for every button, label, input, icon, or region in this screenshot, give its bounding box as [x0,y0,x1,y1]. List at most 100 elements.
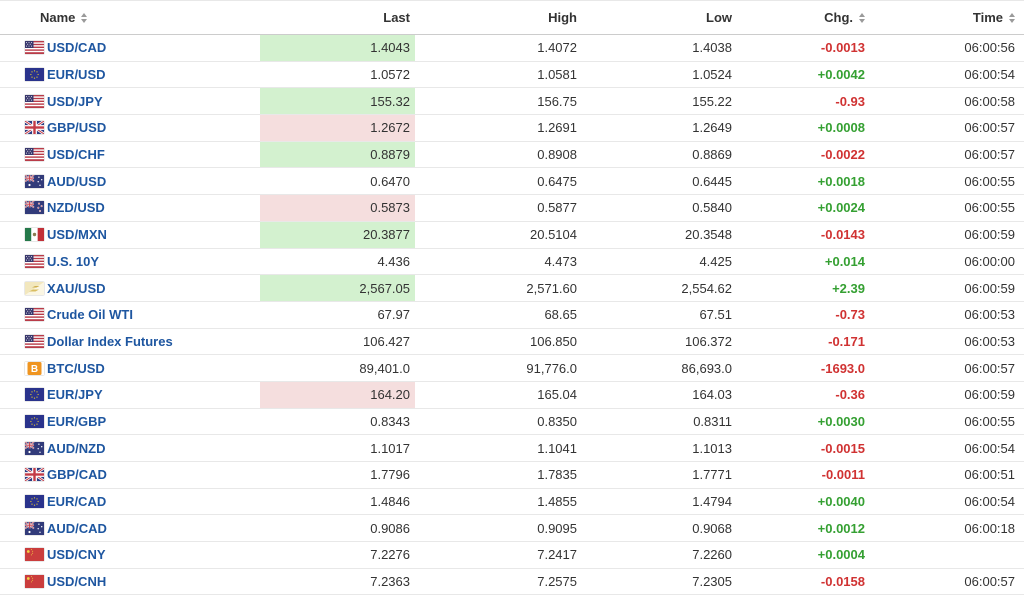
instrument-link[interactable]: EUR/JPY [47,387,103,403]
column-header-chg[interactable]: Chg. [740,1,873,34]
low-cell: 7.2305 [585,569,740,595]
high-cell: 0.6475 [415,168,585,194]
instrument-link[interactable]: USD/JPY [47,93,103,109]
column-label-last: Last [383,10,410,25]
high-value: 1.7835 [537,467,577,483]
table-row: USD/CNH 7.2363 7.2575 7.2305 -0.0158 06:00:57 [0,568,1024,595]
instrument-link[interactable]: U.S. 10Y [47,253,100,269]
time-value: 06:00:18 [964,520,1015,536]
low-value: 86,693.0 [681,360,732,376]
instrument-link[interactable]: GBP/CAD [47,467,107,483]
last-cell: 1.7796 [260,462,415,488]
high-cell: 7.2575 [415,569,585,595]
instrument-link[interactable]: BTC/USD [47,360,105,376]
china-flag [25,548,44,562]
change-value: +0.0018 [817,173,865,189]
instrument-link[interactable]: Crude Oil WTI [47,307,133,323]
instrument-link[interactable]: AUD/CAD [47,520,107,536]
last-value: 4.436 [377,253,410,269]
table-row: AUD/NZD 1.1017 1.1041 1.1013 -0.0015 06:00:54 [0,435,1024,462]
gold-icon [25,281,44,295]
change-value: -0.0143 [820,227,865,243]
change-value: +0.0030 [817,413,865,429]
change-cell: -0.171 [740,329,873,355]
high-value: 165.04 [537,387,577,403]
australia-flag [25,521,44,535]
last-cell: 7.2276 [260,542,415,568]
instrument-link[interactable]: USD/CNY [47,547,106,563]
high-value: 0.6475 [537,173,577,189]
name-cell: USD/JPY [0,88,260,114]
time-value: 06:00:54 [964,494,1015,510]
high-value: 4.473 [544,253,577,269]
instrument-link[interactable]: AUD/USD [47,173,107,189]
instrument-link[interactable]: USD/MXN [47,227,107,243]
time-value: 06:00:59 [964,227,1015,243]
low-value: 155.22 [692,93,732,109]
sort-down-arrow [858,18,865,23]
high-cell: 0.8908 [415,142,585,168]
low-cell: 20.3548 [585,222,740,248]
low-value: 0.5840 [692,200,732,216]
time-value: 06:00:53 [964,307,1015,323]
table-row: EUR/USD 1.0572 1.0581 1.0524 +0.0042 06:00:54 [0,61,1024,89]
instrument-link[interactable]: GBP/USD [47,120,107,136]
last-cell: 1.2672 [260,115,415,141]
time-value: 06:00:00 [964,253,1015,269]
time-cell: 06:00:55 [873,168,1024,194]
time-cell: 06:00:18 [873,515,1024,541]
sort-up-arrow [858,12,865,17]
name-cell: USD/CNH [0,569,260,595]
high-cell: 0.8350 [415,409,585,435]
time-value: 06:00:55 [964,413,1015,429]
change-cell: +2.39 [740,275,873,301]
time-cell: 06:00:57 [873,355,1024,381]
instrument-link[interactable]: EUR/USD [47,67,106,83]
instrument-link[interactable]: Dollar Index Futures [47,333,173,349]
high-value: 0.8908 [537,147,577,163]
australia-flag [25,441,44,455]
last-cell: 2,567.05 [260,275,415,301]
column-header-name[interactable]: Name [0,1,260,34]
change-cell: +0.0008 [740,115,873,141]
low-cell: 86,693.0 [585,355,740,381]
instrument-link[interactable]: AUD/NZD [47,440,106,456]
column-label-chg: Chg. [824,10,853,25]
time-value: 06:00:57 [964,574,1015,590]
time-cell: 06:00:54 [873,489,1024,515]
last-value: 164.20 [370,387,410,403]
table-row: AUD/USD 0.6470 0.6475 0.6445 +0.0018 06:00:55 [0,168,1024,196]
time-cell [873,542,1024,568]
table-row: NZD/USD 0.5873 0.5877 0.5840 +0.0024 06:00:55 [0,195,1024,222]
sort-down-arrow [80,18,87,23]
column-header-last: Last [260,1,415,34]
table-row: AUD/CAD 0.9086 0.9095 0.9068 +0.0012 06:00:18 [0,515,1024,543]
change-value: -0.0158 [820,574,865,590]
low-value: 1.7771 [692,467,732,483]
low-cell: 1.4038 [585,35,740,61]
last-value: 0.9086 [370,520,410,536]
high-value: 1.0581 [537,67,577,83]
high-cell: 68.65 [415,302,585,328]
instrument-link[interactable]: USD/CAD [47,40,107,56]
instrument-link[interactable]: EUR/CAD [47,494,107,510]
time-value: 06:00:55 [964,200,1015,216]
last-cell: 0.6470 [260,168,415,194]
instrument-link[interactable]: USD/CHF [47,147,105,163]
low-cell: 1.4794 [585,489,740,515]
mexico-flag [25,228,44,242]
column-header-time[interactable]: Time [873,1,1024,34]
high-value: 68.65 [544,307,577,323]
change-value: -0.0011 [821,467,865,483]
change-cell: +0.0024 [740,195,873,221]
sort-up-arrow [80,12,87,17]
instrument-link[interactable]: EUR/GBP [47,413,107,429]
table-row: USD/JPY 155.32 156.75 155.22 -0.93 06:00:58 [0,88,1024,116]
high-value: 0.8350 [537,413,577,429]
instrument-link[interactable]: NZD/USD [47,200,105,216]
last-cell: 1.4043 [260,35,415,61]
instrument-link[interactable]: USD/CNH [47,574,107,590]
name-cell: USD/CAD [0,35,260,61]
instrument-link[interactable]: XAU/USD [47,280,106,296]
